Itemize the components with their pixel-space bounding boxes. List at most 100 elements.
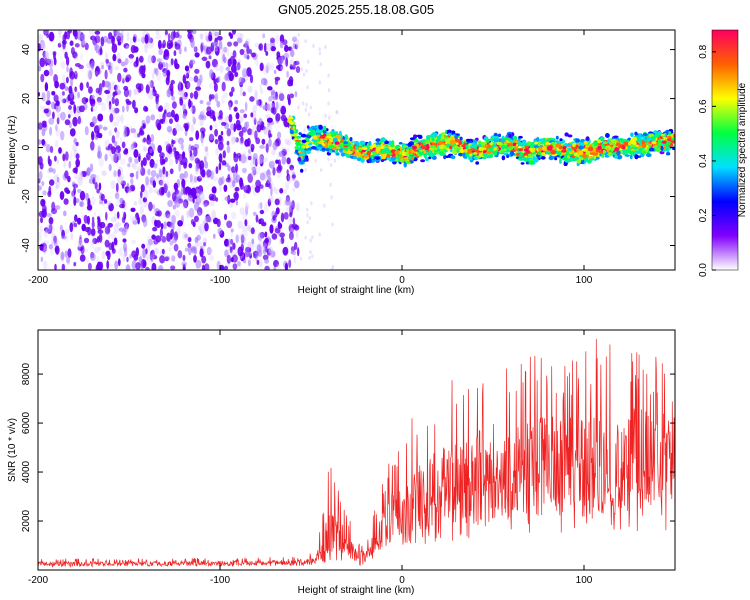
noise-blob [111, 96, 115, 105]
noise-blob [55, 184, 59, 190]
noise-blob [254, 89, 258, 98]
noise-blob [113, 107, 120, 114]
noise-blob [108, 32, 113, 40]
noise-blob [141, 73, 146, 79]
noise-blob [43, 245, 48, 255]
noise-speck [307, 59, 310, 64]
noise-blob [277, 131, 282, 139]
noise-blob [261, 245, 267, 254]
track-cell [359, 140, 366, 145]
noise-blob [171, 139, 174, 148]
noise-blob [186, 210, 189, 218]
track-cell [507, 146, 513, 149]
track-cell [413, 139, 418, 143]
noise-speck [324, 113, 327, 118]
noise-blob [280, 105, 287, 116]
noise-blob [86, 258, 90, 264]
noise-blob [184, 46, 187, 52]
noise-blob [69, 67, 73, 77]
noise-blob [288, 223, 295, 233]
noise-blob [228, 202, 233, 209]
noise-blob [64, 170, 69, 179]
noise-blob [110, 216, 117, 223]
noise-blob [275, 113, 281, 122]
noise-blob [57, 42, 62, 48]
noise-blob [267, 176, 272, 185]
noise-speck [336, 110, 339, 115]
noise-blob [171, 214, 176, 225]
noise-blob [62, 74, 66, 83]
noise-blob [236, 261, 241, 267]
noise-speck [310, 201, 313, 206]
track-cell [607, 151, 613, 157]
track-cell [518, 148, 524, 152]
noise-blob [125, 264, 131, 270]
track-cell [316, 129, 321, 133]
noise-blob [62, 153, 66, 162]
track-cell [418, 150, 425, 156]
noise-blob [263, 127, 270, 136]
noise-blob [77, 245, 81, 250]
track-cell [559, 138, 563, 142]
noise-blob [95, 174, 100, 183]
noise-blob [111, 35, 115, 46]
noise-blob [280, 237, 285, 244]
noise-blob [251, 128, 255, 136]
track-cell [450, 155, 456, 160]
noise-blob [41, 120, 47, 126]
noise-blob [221, 160, 227, 166]
snr-x-label: Height of straight line (km) [298, 585, 415, 596]
noise-blob [110, 81, 116, 86]
noise-blob [235, 119, 241, 128]
noise-blob [135, 262, 141, 270]
noise-blob [127, 187, 132, 193]
noise-blob [181, 261, 187, 267]
noise-blob [120, 114, 124, 124]
noise-blob [205, 60, 211, 69]
noise-blob [75, 153, 80, 160]
noise-blob [176, 190, 182, 200]
noise-blob [182, 263, 186, 270]
y-tick-label: 4000 [21, 460, 32, 483]
colorbar-tick-label: 0.6 [698, 99, 709, 113]
noise-blob [109, 263, 114, 268]
noise-speck [306, 85, 309, 90]
noise-blob [54, 139, 59, 148]
noise-blob [284, 44, 289, 53]
noise-blob [40, 42, 46, 52]
noise-blob [248, 225, 252, 234]
track-cell [509, 150, 515, 157]
track-cell [375, 146, 381, 152]
track-cell [485, 150, 492, 154]
noise-blob [44, 50, 49, 57]
noise-blob [183, 170, 189, 179]
track-cell [374, 156, 381, 160]
noise-blob [93, 211, 97, 216]
noise-blob [280, 212, 285, 223]
track-cell [410, 149, 414, 154]
noise-blob [191, 105, 197, 114]
noise-blob [292, 217, 296, 225]
noise-blob [139, 205, 144, 215]
noise-blob [105, 250, 110, 256]
noise-blob [178, 163, 182, 172]
colorbar-ticks: 0.0 0.2 0.4 0.6 0.8 [698, 44, 716, 277]
noise-blob [206, 101, 211, 106]
noise-blob [117, 41, 122, 46]
noise-blob [97, 150, 102, 159]
noise-blob [165, 76, 170, 86]
noise-blob [38, 218, 41, 226]
noise-blob [194, 157, 200, 164]
noise-blob [90, 94, 96, 100]
noise-blob [114, 127, 118, 133]
track-cell [431, 137, 435, 142]
noise-blob [95, 44, 100, 54]
track-cell [446, 147, 451, 151]
noise-blob [51, 91, 56, 96]
noise-blob [284, 262, 288, 270]
noise-blob [161, 186, 165, 196]
track-cell [657, 131, 662, 134]
noise-blob [151, 234, 156, 240]
noise-blob [251, 184, 256, 189]
noise-blob [52, 51, 57, 56]
